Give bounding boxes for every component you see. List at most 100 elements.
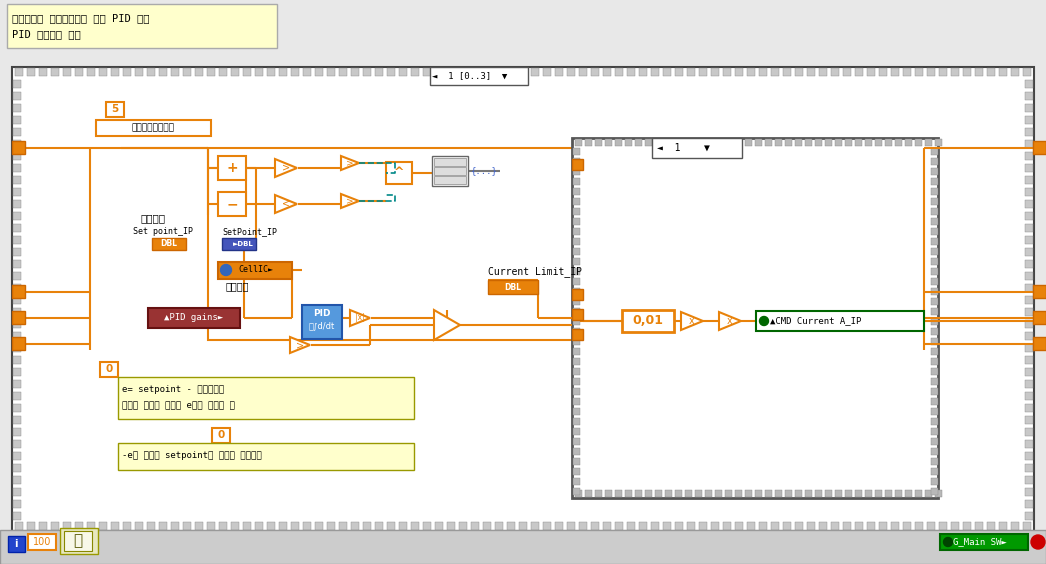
Polygon shape	[434, 310, 460, 340]
Bar	[243, 522, 251, 530]
Bar	[1025, 200, 1033, 208]
Bar	[573, 238, 579, 245]
Text: ⌚: ⌚	[73, 534, 83, 549]
Bar	[723, 68, 731, 76]
Bar	[13, 164, 21, 172]
Bar	[434, 176, 467, 184]
Bar	[13, 188, 21, 196]
Bar	[1025, 212, 1033, 220]
Polygon shape	[719, 312, 741, 330]
Bar	[931, 378, 938, 385]
Bar	[13, 212, 21, 220]
Text: ▲CMD Current A_IP: ▲CMD Current A_IP	[770, 316, 861, 325]
Bar	[99, 522, 107, 530]
Bar	[123, 522, 131, 530]
Bar	[291, 68, 299, 76]
Bar	[135, 68, 143, 76]
Text: DBL: DBL	[160, 240, 178, 249]
Bar	[573, 428, 579, 435]
Bar	[447, 522, 455, 530]
Bar	[111, 522, 119, 530]
Bar	[931, 398, 938, 405]
Bar	[435, 522, 444, 530]
Bar	[303, 522, 311, 530]
Bar	[939, 522, 947, 530]
Circle shape	[759, 316, 769, 325]
Bar	[147, 68, 155, 76]
Bar	[1025, 344, 1033, 352]
Bar	[843, 68, 851, 76]
Bar	[12, 337, 25, 350]
Bar	[1025, 80, 1033, 88]
Bar	[687, 68, 695, 76]
Bar	[28, 534, 56, 550]
Bar	[573, 468, 579, 475]
Bar	[218, 156, 246, 180]
Bar	[595, 490, 602, 497]
Text: e= setpoint - 현재셀전위: e= setpoint - 현재셀전위	[122, 386, 224, 394]
Bar	[1011, 68, 1019, 76]
Bar	[815, 139, 822, 146]
Bar	[291, 522, 299, 530]
Bar	[13, 272, 21, 280]
Bar	[13, 248, 21, 256]
Bar	[591, 522, 599, 530]
Bar	[903, 522, 911, 530]
Bar	[1025, 224, 1033, 232]
Bar	[635, 139, 642, 146]
Bar	[100, 362, 118, 377]
Bar	[931, 468, 938, 475]
Bar	[931, 168, 938, 175]
Bar	[573, 318, 579, 325]
Bar	[207, 68, 215, 76]
Bar	[999, 522, 1007, 530]
Text: Current Limit_IP: Current Limit_IP	[488, 267, 582, 277]
Bar	[699, 522, 707, 530]
Bar	[27, 522, 35, 530]
Bar	[573, 458, 579, 465]
Bar	[1025, 260, 1033, 268]
Bar	[572, 159, 583, 170]
Bar	[363, 522, 371, 530]
Bar	[13, 80, 21, 88]
Bar	[695, 139, 702, 146]
Text: +: +	[226, 161, 237, 175]
Bar	[903, 68, 911, 76]
Bar	[825, 139, 832, 146]
Bar	[1025, 116, 1033, 124]
Bar	[585, 490, 592, 497]
Bar	[573, 158, 579, 165]
Bar	[459, 522, 467, 530]
Bar	[123, 68, 131, 76]
Text: 출력이 나가는 시점은 e값이 음수일 때: 출력이 나가는 시점은 e값이 음수일 때	[122, 402, 235, 411]
Text: x: x	[727, 316, 733, 326]
Bar	[735, 522, 743, 530]
Text: ◄  1 [0..3]  ▼: ◄ 1 [0..3] ▼	[432, 72, 507, 81]
Bar	[940, 534, 1028, 550]
Bar	[651, 522, 659, 530]
Bar	[927, 68, 935, 76]
Bar	[267, 522, 275, 530]
Bar	[13, 464, 21, 472]
Bar	[118, 443, 414, 470]
Bar	[507, 68, 515, 76]
Bar	[64, 531, 92, 551]
Bar	[1025, 476, 1033, 484]
Bar	[745, 139, 752, 146]
Bar	[399, 68, 407, 76]
Bar	[219, 68, 227, 76]
Bar	[96, 120, 211, 136]
Bar	[1025, 296, 1033, 304]
Bar	[931, 358, 938, 365]
Bar	[645, 139, 652, 146]
Bar	[931, 328, 938, 335]
Bar	[876, 139, 882, 146]
Bar	[12, 285, 25, 298]
Text: G_Main SW►: G_Main SW►	[953, 537, 1006, 547]
Bar	[8, 536, 25, 552]
Text: 0: 0	[218, 430, 225, 440]
Bar	[170, 68, 179, 76]
Polygon shape	[350, 310, 370, 326]
Bar	[12, 311, 25, 324]
Bar	[895, 490, 902, 497]
